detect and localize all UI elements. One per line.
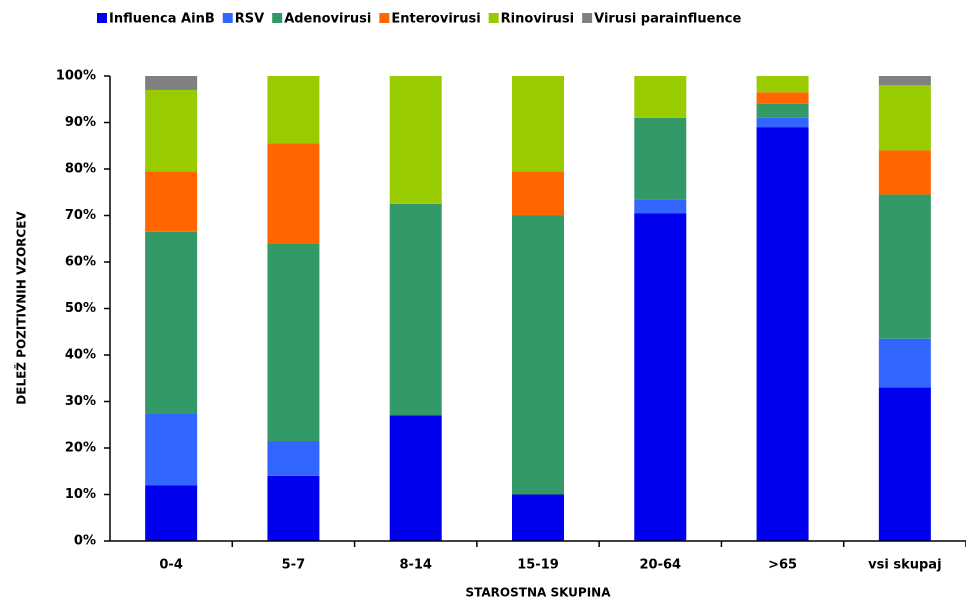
- x-tick-label: >65: [768, 558, 797, 573]
- y-tick-label: 70%: [65, 208, 96, 223]
- y-tick-label: 0%: [74, 534, 96, 549]
- legend-label: Rinovirusi: [501, 12, 574, 27]
- y-tick-label: 50%: [65, 301, 96, 316]
- bar-segment: [389, 76, 442, 204]
- bar-segment: [878, 338, 931, 388]
- y-tick-label: 80%: [65, 162, 96, 177]
- bar-segment: [756, 103, 809, 118]
- legend-swatch: [222, 13, 233, 23]
- y-tick-label: 20%: [65, 441, 96, 456]
- x-tick-label: 5-7: [282, 558, 306, 573]
- y-tick-label: 10%: [65, 487, 96, 502]
- bar-segment: [512, 76, 564, 172]
- bar-segment: [389, 415, 442, 541]
- x-tick-label: vsi skupaj: [868, 558, 941, 573]
- bar-segment: [267, 475, 320, 541]
- bar-segment: [878, 387, 931, 541]
- legend-label: Influenca AinB: [109, 12, 215, 27]
- bar-segment: [512, 171, 564, 216]
- y-tick-label: 40%: [65, 348, 96, 363]
- bar-segment: [145, 231, 198, 414]
- legend-swatch: [488, 13, 499, 23]
- legend-label: RSV: [235, 12, 264, 27]
- y-tick-label: 100%: [56, 69, 96, 84]
- bar-segment: [878, 85, 931, 151]
- bar-segment: [145, 89, 198, 172]
- bar-segment: [267, 441, 320, 476]
- bar-segment: [512, 494, 564, 541]
- x-tick-label: 8-14: [399, 558, 432, 573]
- legend-swatch: [97, 13, 107, 23]
- x-tick-label: 20-64: [639, 558, 681, 573]
- bar-segment: [878, 194, 931, 339]
- bar-segment: [756, 76, 809, 93]
- x-tick-label: 15-19: [517, 558, 559, 573]
- y-tick-label: 60%: [65, 255, 96, 270]
- bar-segment: [634, 199, 687, 214]
- bar-segment: [756, 127, 809, 542]
- bar-segment: [389, 203, 442, 416]
- bar-segment: [634, 117, 687, 200]
- bar-segment: [145, 413, 198, 486]
- legend-label: Adenovirusi: [284, 12, 371, 27]
- bar-segment: [634, 76, 687, 118]
- bar-segment: [267, 76, 320, 144]
- legend-swatch: [582, 13, 593, 23]
- y-axis-label: DELEŽ POZITIVNIH VZORCEV: [14, 211, 29, 405]
- legend-label: Virusi parainfluence: [594, 12, 741, 27]
- y-tick-label: 90%: [65, 115, 96, 130]
- bar-segment: [145, 76, 198, 90]
- bar-segment: [634, 213, 687, 542]
- bar-segment: [267, 243, 320, 442]
- bar-segment: [756, 117, 809, 128]
- bar-segment: [878, 150, 931, 195]
- bar-segment: [512, 215, 564, 495]
- legend-swatch: [272, 13, 283, 23]
- legend-label: Enterovirusi: [391, 12, 480, 27]
- bar-segment: [267, 143, 320, 244]
- legend-swatch: [379, 13, 390, 23]
- x-axis-label: STAROSTNA SKUPINA: [465, 586, 611, 600]
- bar-segment: [145, 485, 198, 541]
- bar-segment: [145, 171, 198, 232]
- bar-segment: [878, 76, 931, 86]
- y-tick-label: 30%: [65, 394, 96, 409]
- x-tick-label: 0-4: [159, 558, 183, 573]
- bar-segment: [756, 92, 809, 104]
